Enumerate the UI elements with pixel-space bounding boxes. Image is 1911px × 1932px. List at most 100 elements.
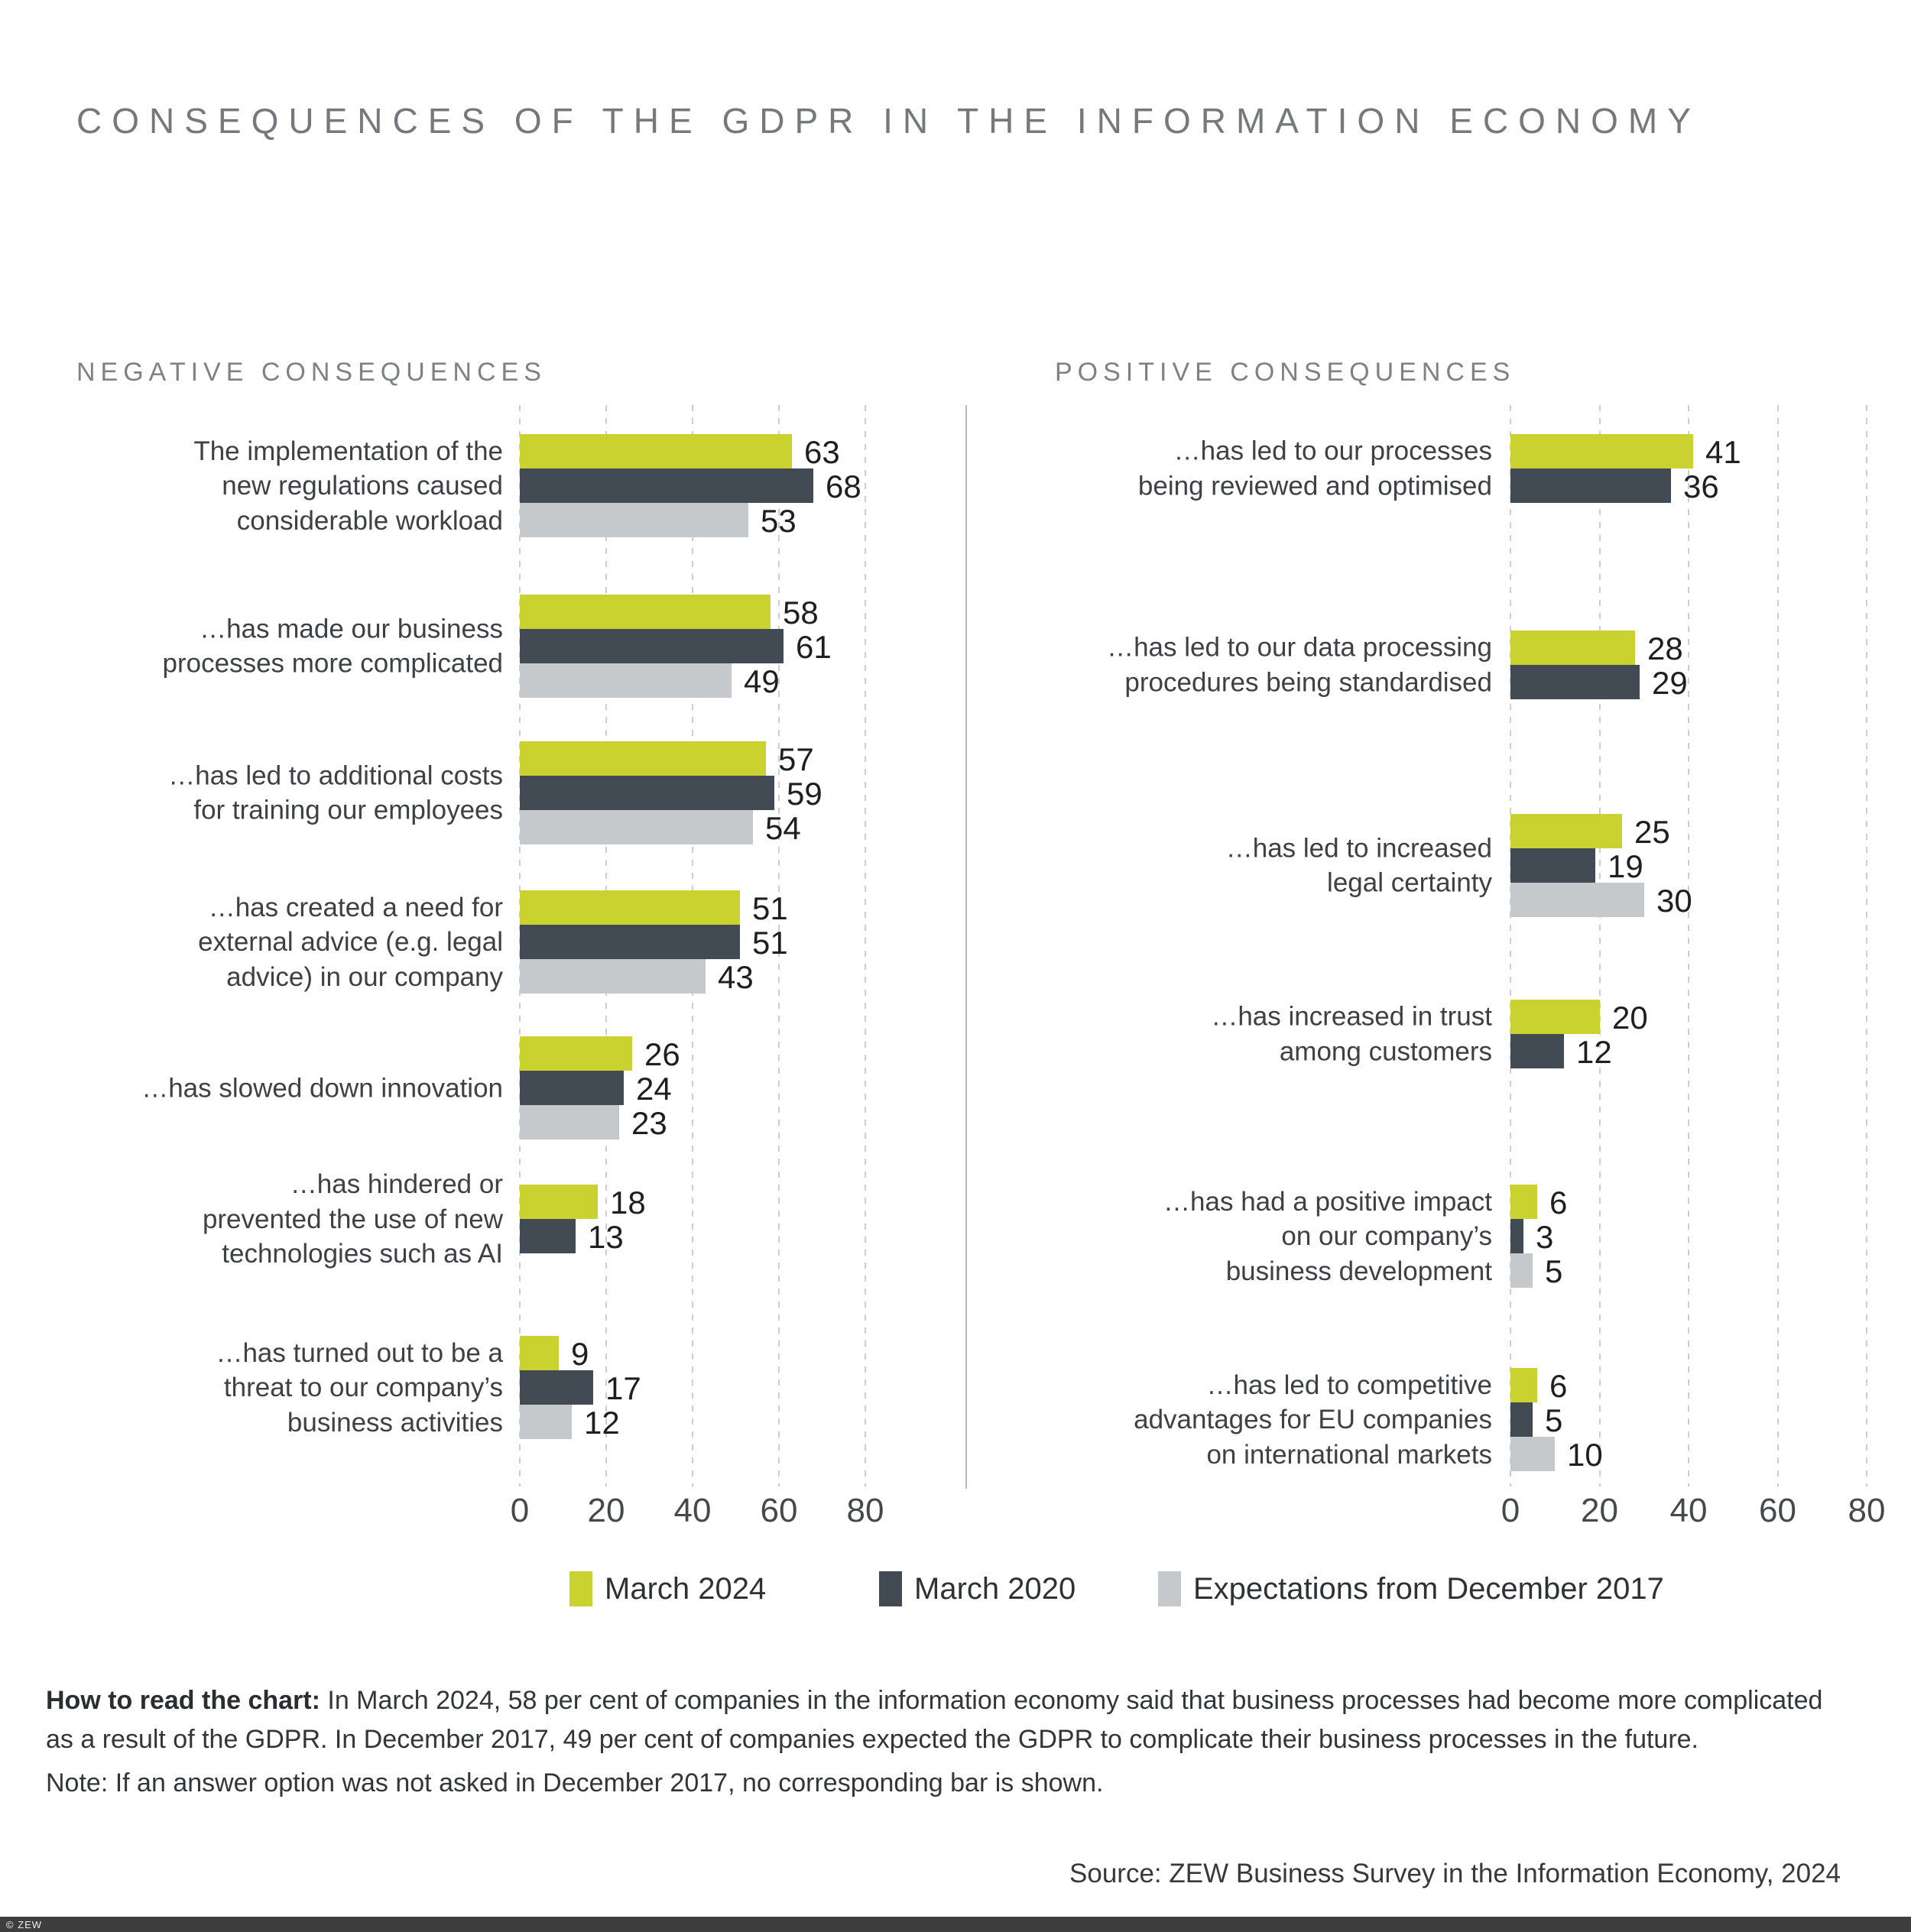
bar-march-2020 (520, 629, 784, 663)
bar-value-label: 24 (636, 1071, 672, 1107)
bar-value-label: 23 (631, 1105, 667, 1141)
bar-value-label: 13 (588, 1219, 624, 1255)
legend-item-march-2020: March 2020 (879, 1571, 1076, 1606)
bar-value-label: 54 (765, 810, 801, 846)
x-axis-tick-label: 40 (1669, 1492, 1708, 1529)
gridline-80 (865, 405, 866, 1486)
bar-value-label: 26 (644, 1036, 680, 1072)
bar-value-label: 58 (783, 595, 819, 630)
how-to-read-line2: as a result of the GDPR. In December 201… (46, 1725, 1699, 1754)
category-label: …has hindered or prevented the use of new… (202, 1169, 503, 1269)
bar-march-2024 (520, 1185, 598, 1219)
category-label: …has had a positive impact on our company… (1163, 1186, 1492, 1286)
bar-march-2024 (520, 1036, 632, 1071)
bar-march-2024 (1510, 1368, 1537, 1402)
positive-panel-heading: POSITIVE CONSEQUENCES (1055, 358, 1516, 387)
bar-march-2024 (520, 741, 766, 776)
category-label: …has created a need for external advice (… (198, 892, 503, 992)
bar-march-2024 (520, 595, 771, 629)
gridline-60 (778, 405, 780, 1486)
bar-march-2024 (1510, 434, 1693, 468)
source-line: Source: ZEW Business Survey in the Infor… (1069, 1859, 1841, 1888)
bar-march-2020 (1510, 1402, 1533, 1437)
x-axis-tick-label: 80 (846, 1492, 884, 1529)
bar-march-2020 (520, 1071, 624, 1105)
bar-value-label: 51 (752, 890, 788, 926)
category-label: …has led to additional costs for training… (168, 760, 503, 825)
bar-value-label: 36 (1683, 468, 1719, 504)
bar-march-2024 (1510, 814, 1622, 848)
bar-value-label: 29 (1652, 665, 1688, 701)
gridline-60 (1776, 405, 1779, 1486)
legend-swatch-expectations-2017 (1158, 1571, 1181, 1606)
bar-value-label: 61 (796, 629, 832, 665)
bar-march-2020 (1510, 848, 1595, 883)
category-label: …has led to increased legal certainty (1225, 833, 1492, 898)
bar-value-label: 51 (752, 925, 788, 961)
bar-march-2020 (1510, 665, 1640, 699)
how-to-read-paragraph: How to read the chart: In March 2024, 58… (46, 1681, 1873, 1759)
x-axis-tick-label: 60 (1759, 1492, 1796, 1529)
category-label: …has led to competitive advantages for EU… (1134, 1370, 1492, 1470)
legend-item-expectations-2017: Expectations from December 2017 (1158, 1571, 1664, 1606)
bar-value-label: 3 (1536, 1219, 1554, 1255)
bar-march-2024 (1510, 630, 1635, 665)
bar-expectations-from-december-2017 (520, 959, 706, 994)
x-axis-tick-label: 80 (1848, 1492, 1886, 1529)
bar-march-2024 (520, 434, 792, 468)
category-label: …has led to our data processing procedure… (1107, 632, 1492, 698)
bar-march-2020 (1510, 1219, 1523, 1253)
x-axis-tick-label: 0 (510, 1492, 530, 1529)
category-label: …has made our business processes more com… (162, 614, 503, 679)
bar-value-label: 12 (584, 1405, 620, 1441)
page-title: CONSEQUENCES OF THE GDPR IN THE INFORMAT… (76, 100, 1701, 141)
bar-march-2020 (1510, 468, 1671, 503)
bar-expectations-from-december-2017 (1510, 1253, 1533, 1288)
bar-expectations-from-december-2017 (520, 663, 732, 698)
category-label: …has led to our processes being reviewed … (1137, 436, 1492, 501)
bar-march-2020 (520, 925, 740, 959)
note-paragraph: Note: If an answer option was not asked … (46, 1768, 1104, 1797)
bar-value-label: 53 (761, 503, 797, 539)
bar-value-label: 12 (1576, 1034, 1612, 1070)
bar-value-label: 6 (1549, 1185, 1568, 1220)
bar-value-label: 59 (787, 776, 822, 812)
legend-label: Expectations from December 2017 (1193, 1571, 1664, 1606)
bar-value-label: 30 (1656, 883, 1692, 919)
gridline-40 (1688, 405, 1689, 1486)
bar-expectations-from-december-2017 (520, 1105, 619, 1139)
x-axis-tick-label: 20 (587, 1492, 625, 1529)
category-label: …has increased in trust among customers (1211, 1001, 1492, 1067)
bar-march-2020 (520, 1370, 593, 1405)
how-to-read-line1: In March 2024, 58 per cent of companies … (320, 1686, 1823, 1715)
bar-value-label: 28 (1647, 630, 1683, 666)
bar-value-label: 18 (610, 1185, 646, 1220)
bar-march-2024 (1510, 1000, 1600, 1034)
bar-value-label: 57 (778, 741, 814, 777)
bar-value-label: 49 (744, 663, 780, 699)
gridline-20 (1598, 405, 1601, 1486)
how-to-read-lead: How to read the chart: (46, 1686, 320, 1715)
bar-value-label: 6 (1549, 1368, 1568, 1404)
bar-march-2024 (1510, 1185, 1537, 1219)
bar-value-label: 25 (1634, 814, 1670, 850)
negative-panel-heading: NEGATIVE CONSEQUENCES (76, 358, 547, 387)
x-axis-tick-label: 40 (673, 1492, 712, 1529)
bar-value-label: 9 (571, 1336, 589, 1372)
bar-value-label: 5 (1545, 1253, 1563, 1289)
bar-march-2020 (1510, 1034, 1564, 1068)
bar-march-2020 (520, 1219, 576, 1253)
category-label: The implementation of the new regulations… (193, 436, 503, 536)
bar-value-label: 63 (804, 434, 840, 470)
footer-bar: © ZEW (0, 1917, 1911, 1932)
bar-expectations-from-december-2017 (520, 810, 753, 844)
bar-march-2024 (520, 890, 740, 925)
x-axis-tick-label: 60 (760, 1492, 798, 1529)
bar-value-label: 68 (826, 468, 861, 504)
category-label: …has slowed down innovation (141, 1072, 503, 1103)
bar-value-label: 41 (1705, 434, 1741, 470)
legend-swatch-march-2024 (569, 1571, 592, 1606)
bar-expectations-from-december-2017 (520, 503, 748, 537)
gridline-80 (1866, 405, 1867, 1486)
